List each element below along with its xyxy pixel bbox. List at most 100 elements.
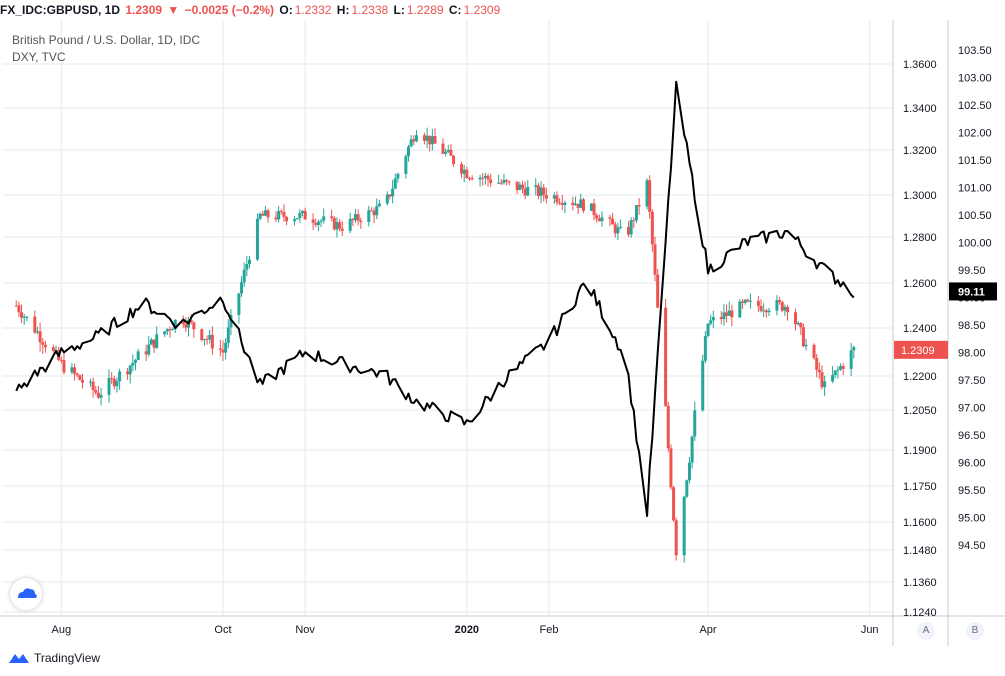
secondary-series-legend[interactable]: DXY, TVC [12, 50, 66, 64]
candle-body [22, 316, 26, 318]
candle-body [33, 316, 37, 333]
candle-body [465, 169, 469, 179]
candle-body [369, 210, 373, 212]
candle-body [502, 179, 506, 183]
candle-body [152, 339, 156, 348]
price-tick-label: 1.3600 [903, 59, 937, 71]
candle-body [452, 155, 456, 165]
candle-body [743, 299, 747, 303]
candle-body [467, 178, 471, 180]
tradingview-widget-button[interactable] [10, 578, 42, 610]
candle-body [163, 331, 167, 335]
candle-body [616, 227, 620, 234]
candle-body [221, 349, 225, 353]
candle-body [134, 360, 138, 363]
candle-body [499, 182, 503, 184]
price-tick-label: 1.1900 [903, 445, 937, 457]
time-tick-label: Aug [52, 624, 72, 636]
candle-body [293, 219, 297, 222]
candle-body [144, 351, 148, 355]
candle-body [332, 217, 336, 230]
candle-body [338, 222, 342, 229]
candle-body [247, 259, 251, 265]
candle-body [542, 187, 546, 195]
candle-body [245, 264, 249, 270]
candle-body [173, 319, 177, 329]
main-series-legend[interactable]: British Pound / U.S. Dollar, 1D, IDC [12, 33, 201, 47]
candle-body [536, 185, 540, 196]
candle-body [226, 327, 230, 343]
candle-body [730, 310, 734, 318]
dxy-tick-label: 96.50 [958, 430, 986, 442]
candle-body [672, 487, 676, 521]
price-chart[interactable]: 1.3600 1.3400 1.3200 1.3000 1.2800 1.2600 1.24… [0, 20, 1005, 646]
candle-body [725, 312, 729, 316]
chart-background [0, 20, 1005, 646]
candle-body [579, 199, 583, 208]
candle-body [202, 339, 206, 341]
tradingview-logo[interactable]: TradingView [8, 651, 100, 665]
candle-body [693, 410, 697, 437]
candle-body [515, 181, 519, 190]
candle-body [648, 180, 652, 212]
candle-body [650, 211, 654, 245]
candle-body [526, 186, 530, 196]
candle-body [295, 218, 299, 220]
candle-body [430, 136, 434, 145]
candle-body [348, 218, 352, 231]
candle-body [51, 347, 55, 351]
candle-body [839, 366, 843, 370]
candle-body [555, 195, 559, 203]
candle-body [319, 220, 323, 222]
candle-body [393, 178, 397, 189]
candle-body [112, 378, 116, 387]
candle-body [385, 194, 389, 204]
candle-body [59, 359, 63, 361]
candle-body [801, 327, 805, 347]
candle-body [14, 305, 18, 307]
candle-body [35, 331, 39, 333]
high-value: 1.2338 [351, 3, 389, 17]
close-value: 1.2309 [463, 3, 501, 17]
candle-body [255, 218, 259, 260]
dxy-tick-label: 103.00 [958, 73, 992, 85]
price-change: −0.0025 (−0.2%) [184, 3, 275, 17]
gbpusd-last-tag [894, 340, 948, 359]
candle-body [316, 221, 320, 225]
candle-body [815, 357, 819, 370]
candle-body [571, 202, 575, 206]
gbpusd-last-label: 1.2309 [901, 345, 935, 357]
candle-body [258, 213, 262, 219]
candle-body [685, 480, 689, 497]
candle-body [706, 323, 710, 337]
candle-body [852, 347, 856, 351]
candle-body [41, 342, 45, 345]
open-value: 1.2332 [294, 3, 332, 17]
candle-body [407, 146, 411, 157]
candle-body [558, 202, 562, 204]
dxy-tick-label: 95.50 [958, 485, 986, 497]
candle-body [462, 169, 466, 174]
candle-body [831, 375, 835, 382]
price-tick-label: 1.1480 [903, 545, 937, 557]
candle-body [505, 179, 509, 182]
axis-b-button[interactable]: B [966, 622, 984, 640]
candle-body [91, 381, 95, 390]
dxy-tick-label: 102.50 [958, 100, 992, 112]
dxy-tick-label: 103.50 [958, 45, 992, 57]
candle-body [128, 365, 132, 375]
candle-body [266, 210, 270, 218]
candle-body [796, 322, 800, 325]
candle-body [282, 211, 286, 218]
candle-body [70, 367, 74, 373]
candle-body [711, 317, 715, 321]
candle-body [298, 212, 302, 219]
candle-body [709, 320, 713, 324]
axis-a-button[interactable]: A [917, 622, 935, 640]
candle-body [155, 334, 159, 348]
dxy-tick-label: 98.50 [958, 320, 986, 332]
candle-body [608, 217, 612, 219]
candle-body [205, 339, 209, 341]
down-arrow-icon: ▼ [167, 3, 180, 17]
candle-body [613, 224, 617, 234]
